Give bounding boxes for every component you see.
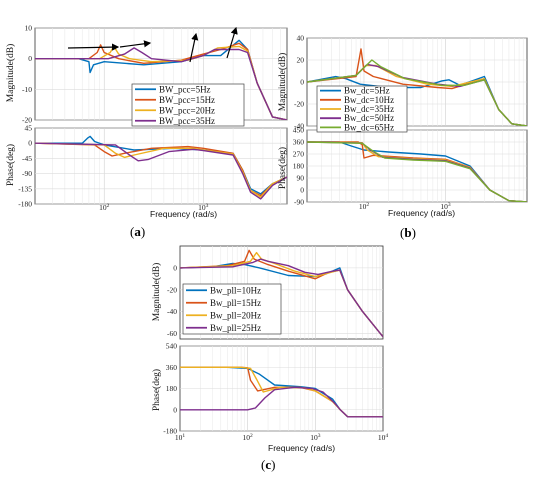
y-tick-label: -180 [163, 427, 177, 436]
x-axis-label: Frequency (rad/s) [388, 208, 455, 218]
x-tick-exponent: 4 [385, 433, 388, 439]
legend-entry: Bw_dc=10Hz [344, 95, 394, 105]
y-tick-label: -40 [167, 307, 177, 316]
legend-entry: BW_pcc=35Hz [159, 116, 215, 126]
phase-panel: 45 0 -45 -90 -135 -180 [18, 124, 288, 209]
series-line-mag [35, 47, 287, 120]
y-tick-label: 45 [25, 124, 33, 133]
series-line-mag [307, 59, 527, 126]
y-tick-label: 360 [293, 138, 305, 147]
phase-panel: 540 360 180 0 -180 [163, 342, 384, 436]
y-tick-label: 0 [28, 139, 32, 148]
x-tick-label: 102 [359, 202, 370, 211]
legend-entry: Bw_dc=65Hz [344, 122, 394, 132]
legend: BW_pcc=5HzBW_pcc=15HzBW_pcc=20HzBW_pcc=3… [131, 83, 245, 127]
y-tick-label: -20 [167, 285, 177, 294]
panel-caption: (a) [130, 224, 145, 239]
x-tick-label: 103 [310, 433, 321, 442]
y-tick-label: 40 [297, 34, 305, 43]
legend-entry: Bw_pll=10Hz [210, 285, 261, 295]
x-axis-label: Frequency (rad/s) [268, 443, 335, 453]
y-tick-label: -45 [22, 154, 32, 163]
y-tick-label: 0 [173, 405, 177, 414]
series-line-phase [35, 142, 287, 200]
y-axis-label: Magnitude(dB) [5, 44, 16, 103]
y-axis-label: Magnitude(dB) [277, 53, 288, 112]
y-tick-label: 20 [297, 56, 305, 65]
legend-entry: Bw_pll=25Hz [210, 323, 261, 333]
y-tick-label: -20 [22, 116, 32, 125]
series-line-phase [35, 142, 287, 198]
panel-caption: (b) [400, 225, 416, 240]
panel-caption: (c) [261, 457, 275, 472]
y-tick-label: 0 [28, 54, 32, 63]
series-line-mag [180, 258, 383, 338]
series-line-phase [180, 386, 383, 418]
x-tick-exponent: 1 [182, 433, 185, 439]
legend-entry: Bw_dc=50Hz [344, 113, 394, 123]
legend-box [131, 83, 245, 127]
legend-entry: BW_pcc=15Hz [159, 95, 215, 105]
chart-c: 0 -20 -40 -60 540 360 180 0 -180 Magnitude(dB) Pha… [151, 245, 389, 472]
legend-entry: Bw_dc=5Hz [344, 86, 390, 96]
x-tick-label: 104 [378, 433, 389, 442]
annotation-arrows [67, 26, 238, 63]
y-tick-label: 180 [293, 162, 305, 171]
legend-entry: Bw_pll=15Hz [210, 298, 261, 308]
x-tick-exponent: 3 [318, 433, 321, 439]
x-tick-exponent: 2 [107, 203, 110, 209]
y-tick-label: 270 [293, 150, 305, 159]
y-tick-label: 10 [25, 24, 33, 33]
magnitude-panel: 40 20 0 -20 -40 [294, 34, 528, 131]
x-tick-label: 102 [243, 433, 254, 442]
y-tick-label: -10 [22, 85, 32, 94]
y-tick-label: 180 [166, 384, 178, 393]
annotation-arrow [226, 26, 238, 59]
y-axis-label: Magnitude(dB) [151, 263, 162, 322]
annotation-arrow [67, 43, 120, 51]
x-tick-label: 103 [198, 203, 209, 212]
annotation-arrow [119, 40, 152, 48]
y-tick-label: -40 [294, 122, 304, 131]
legend-entry: Bw_dc=35Hz [344, 104, 394, 114]
x-tick-exponent: 3 [206, 203, 209, 209]
y-tick-label: -135 [18, 184, 32, 193]
x-tick-exponent: 3 [448, 202, 451, 208]
x-tick-label: 103 [440, 202, 451, 211]
y-tick-label: 450 [293, 126, 305, 135]
y-tick-label: -20 [294, 100, 304, 109]
x-tick-label: 101 [175, 433, 186, 442]
legend: Bw_pll=10Hz Bw_pll=15Hz Bw_pll=20Hz Bw_pll=… [182, 283, 282, 335]
y-axis-label: Phase(deg) [151, 369, 162, 411]
y-tick-label: 0 [173, 263, 177, 272]
series-line-phase [307, 141, 527, 202]
x-tick-exponent: 2 [366, 202, 369, 208]
legend: Bw_dc=5HzBw_dc=10HzBw_dc=35HzBw_dc=50HzB… [316, 86, 408, 132]
x-axis-label: Frequency (rad/s) [150, 209, 217, 219]
y-tick-label: -60 [167, 329, 177, 338]
y-tick-label: -90 [22, 169, 32, 178]
y-tick-label: 0 [300, 186, 304, 195]
legend-entry: BW_pcc=20Hz [159, 105, 215, 115]
y-axis-label: Phase(deg) [277, 147, 288, 189]
y-axis-label: Phase(deg) [5, 144, 16, 186]
series-line-phase [35, 142, 287, 197]
y-tick-label: 0 [300, 78, 304, 87]
phase-panel: 450 360 270 180 90 0 -90 [293, 126, 528, 207]
legend-entry: BW_pcc=5Hz [159, 84, 211, 94]
y-tick-label: -180 [18, 200, 32, 209]
legend-box [182, 283, 282, 335]
legend-entry: Bw_pll=20Hz [210, 310, 261, 320]
y-tick-label: 90 [297, 174, 305, 183]
y-tick-label: 540 [166, 342, 178, 351]
y-tick-label: -90 [294, 198, 304, 207]
x-tick-exponent: 2 [250, 433, 253, 439]
y-tick-label: 360 [166, 363, 178, 372]
annotation-arrow [189, 32, 199, 63]
phase-frame [34, 127, 288, 205]
x-tick-label: 102 [99, 203, 110, 212]
